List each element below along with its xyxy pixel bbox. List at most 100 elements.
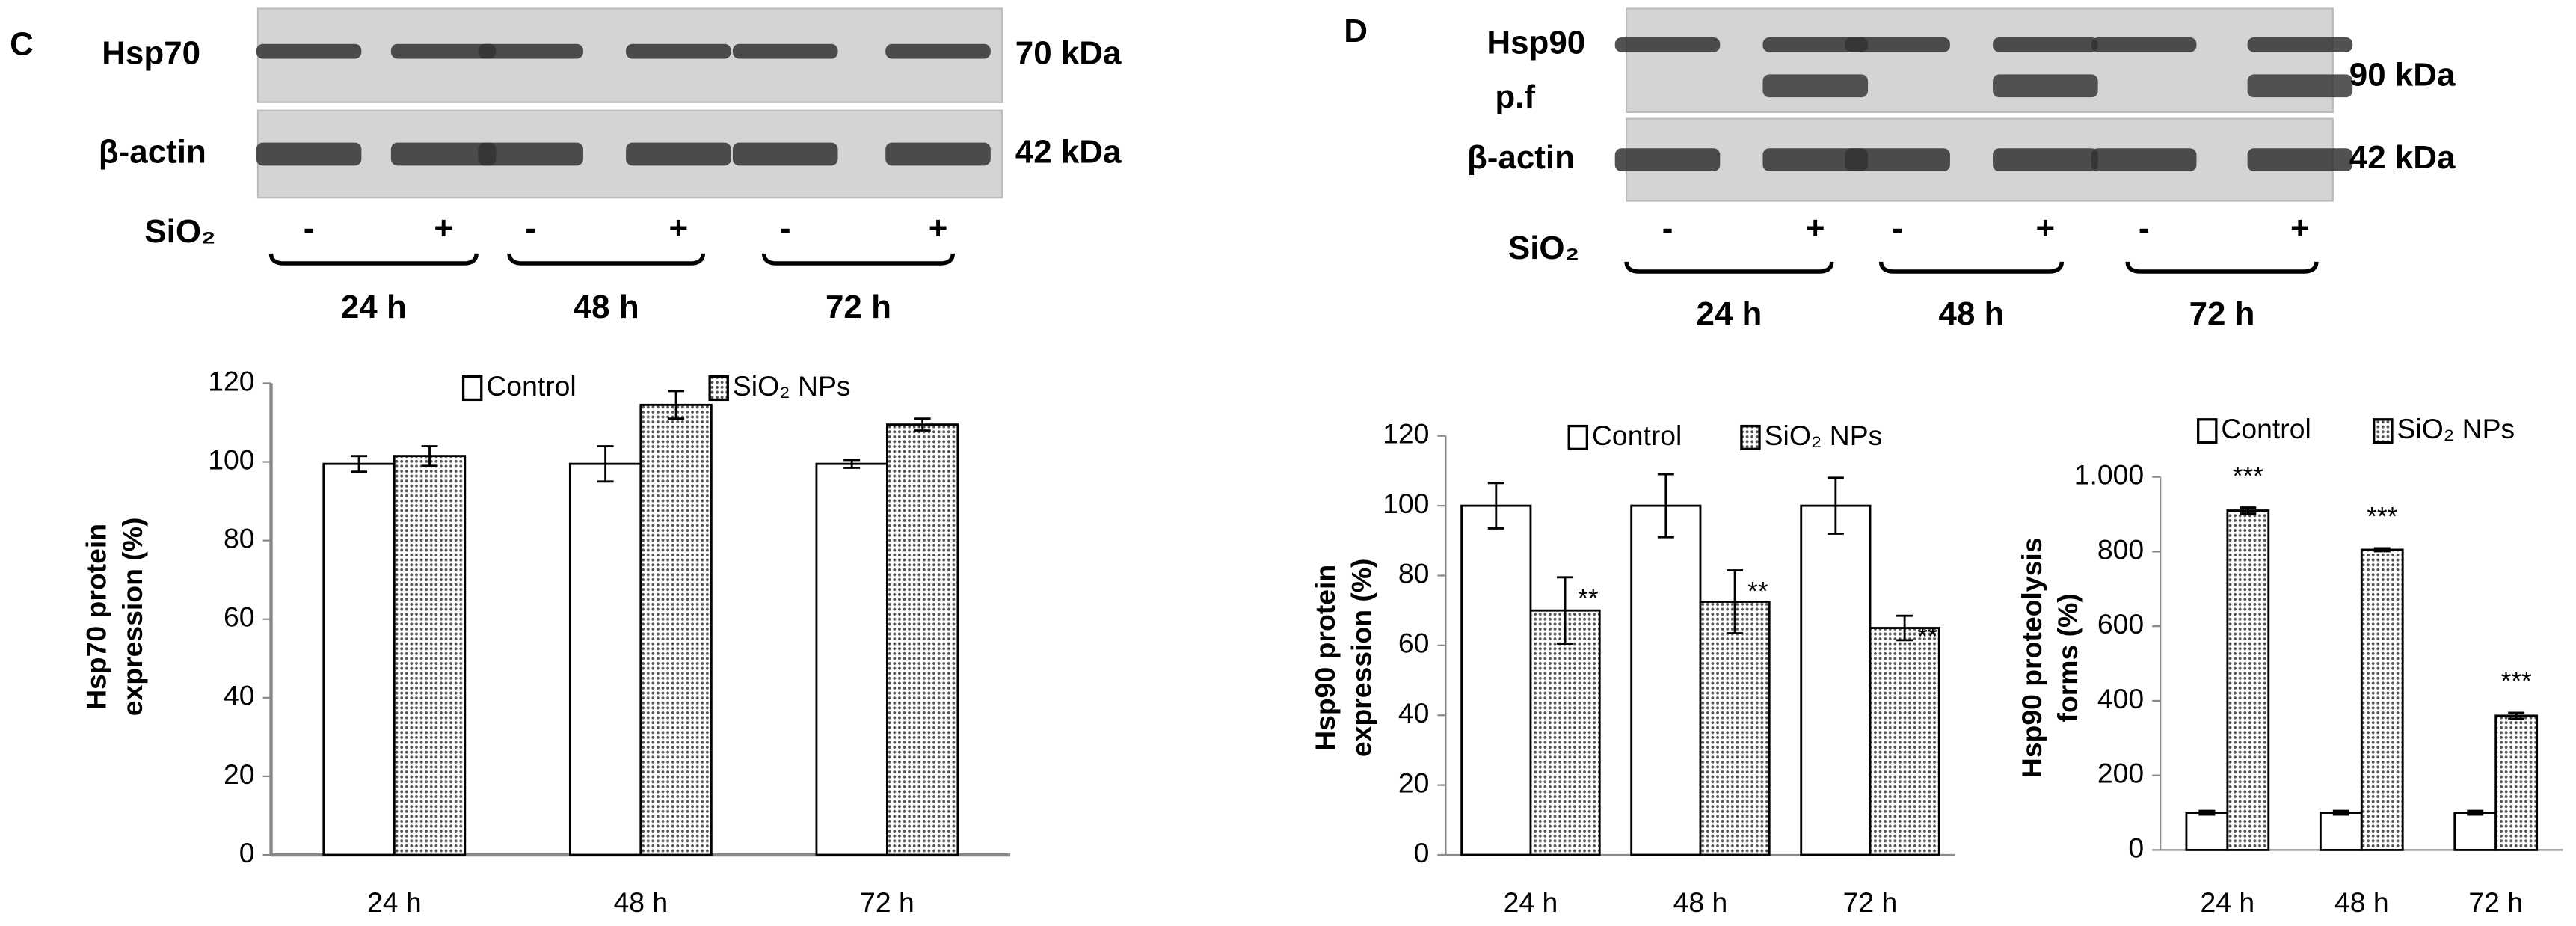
- y-tick-label: 40: [1398, 697, 1430, 729]
- y-tick-label: 0: [2128, 832, 2144, 863]
- bar: [885, 423, 959, 856]
- legend-swatch: [708, 375, 729, 402]
- y-tick-label: 40: [224, 680, 255, 711]
- band: [2247, 74, 2353, 98]
- bracket: [1878, 261, 2065, 274]
- blot-image: [1625, 117, 2334, 202]
- band: [626, 142, 731, 166]
- y-axis-title: expression (%): [117, 518, 148, 717]
- protein-label: Hsp70: [102, 35, 200, 72]
- significance: **: [1917, 622, 1938, 651]
- panel-label: D: [1344, 13, 1368, 49]
- band: [732, 43, 838, 59]
- significance: ***: [2501, 667, 2532, 696]
- lane-sign: +: [434, 210, 453, 247]
- panel-label: C: [10, 26, 34, 63]
- bar: [1800, 504, 1872, 856]
- lane-sign: +: [2290, 210, 2310, 247]
- timepoint-label: 72 h: [2189, 295, 2255, 332]
- y-tick-label: 20: [224, 758, 255, 790]
- band: [256, 43, 362, 59]
- bar: [815, 462, 888, 856]
- band: [1762, 74, 1869, 98]
- legend-label: Control: [486, 370, 576, 402]
- legend-swatch: [1567, 424, 1589, 450]
- error-bar: [668, 390, 685, 420]
- y-axis-title: Hsp70 protein: [81, 524, 112, 710]
- lane-sign: -: [1662, 210, 1673, 247]
- y-tick-label: 60: [1398, 628, 1430, 659]
- protein-label: β-actin: [99, 134, 206, 171]
- bar: [1869, 627, 1940, 856]
- band: [1993, 37, 2098, 52]
- significance: **: [1747, 577, 1768, 607]
- y-tick-label: 60: [224, 601, 255, 633]
- error-bar: [843, 459, 861, 469]
- y-tick-label: 20: [1398, 767, 1430, 798]
- x-tick-label: 48 h: [1673, 886, 1728, 918]
- treatment-label: SiO₂: [144, 213, 215, 250]
- band: [1762, 37, 1869, 52]
- y-tick-label: 120: [1383, 418, 1429, 450]
- error-bar: [1727, 569, 1744, 634]
- bracket: [761, 253, 956, 266]
- bar: [1460, 504, 1532, 856]
- y-tick-label: 100: [1383, 488, 1429, 519]
- error-bar: [2240, 506, 2257, 515]
- x-tick-label: 24 h: [2201, 886, 2255, 918]
- treatment-label: SiO₂: [1508, 230, 1579, 266]
- bracket: [2125, 261, 2319, 274]
- y-tick-label: 80: [224, 522, 255, 554]
- error-bar: [2198, 809, 2216, 816]
- lane-sign: +: [929, 210, 948, 247]
- band: [1614, 37, 1721, 52]
- bracket: [1624, 261, 1834, 274]
- bar: [2360, 548, 2404, 851]
- bar: [568, 462, 642, 856]
- bracket: [268, 253, 479, 266]
- bar: [2226, 509, 2270, 851]
- lane-sign: -: [525, 210, 536, 247]
- y-tick-label: 0: [239, 837, 255, 868]
- band: [885, 142, 991, 166]
- timepoint-label: 48 h: [574, 289, 639, 325]
- bar: [639, 403, 713, 856]
- significance: ***: [2233, 462, 2263, 491]
- legend-label: Control: [2221, 413, 2311, 444]
- error-bar: [2467, 809, 2484, 816]
- band: [1845, 37, 1950, 52]
- legend-label: Control: [1592, 420, 1682, 451]
- size-label: 90 kDa: [2349, 56, 2456, 93]
- lane-sign: -: [780, 210, 791, 247]
- band: [1993, 74, 2098, 98]
- lane-sign: -: [2139, 210, 2150, 247]
- x-tick-label: 72 h: [860, 886, 914, 918]
- legend-label: SiO₂ NPs: [1765, 420, 1883, 451]
- legend-label: SiO₂ NPs: [2397, 413, 2515, 444]
- error-bar: [1657, 473, 1674, 539]
- bar: [2453, 812, 2497, 851]
- protein-sublabel: p.f: [1495, 79, 1535, 115]
- band: [732, 142, 838, 166]
- timepoint-label: 72 h: [826, 289, 891, 325]
- x-tick-label: 72 h: [1843, 886, 1898, 918]
- band: [2091, 37, 2197, 52]
- protein-label: β-actin: [1467, 139, 1575, 176]
- error-bar: [1896, 614, 1913, 642]
- y-axis-title: expression (%): [1345, 559, 1377, 758]
- lane-sign: -: [304, 210, 315, 247]
- size-label: 42 kDa: [1015, 134, 1122, 171]
- y-tick-label: 1.000: [2074, 459, 2144, 491]
- timepoint-label: 24 h: [341, 289, 407, 325]
- band: [478, 142, 583, 166]
- band: [1993, 148, 2098, 172]
- y-tick-label: 600: [2097, 608, 2144, 640]
- bar: [393, 455, 467, 856]
- band: [390, 43, 497, 59]
- legend-swatch: [2373, 418, 2394, 444]
- error-bar: [1487, 482, 1504, 530]
- band: [2091, 148, 2197, 172]
- band: [1614, 148, 1721, 172]
- error-bar: [914, 417, 931, 432]
